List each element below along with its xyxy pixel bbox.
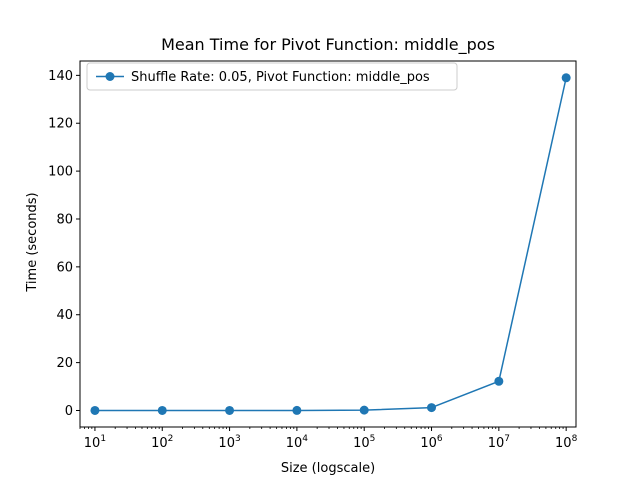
x-tick-label: 101: [84, 434, 106, 451]
y-axis-title: Time (seconds): [25, 192, 40, 292]
y-tick-label: 140: [48, 69, 73, 84]
y-tick-label: 40: [56, 308, 73, 323]
x-tick-label: 108: [555, 434, 578, 451]
y-tick-label: 20: [56, 356, 73, 371]
data-point: [359, 405, 369, 415]
y-tick-label: 80: [56, 212, 73, 227]
data-point: [427, 403, 437, 413]
x-tick-label: 102: [151, 434, 173, 451]
y-tick-label: 120: [48, 117, 73, 132]
data-point: [225, 405, 235, 415]
x-tick-label: 105: [353, 434, 375, 451]
x-tick-label: 104: [286, 434, 309, 451]
data-point: [90, 405, 100, 415]
data-point: [157, 405, 167, 415]
chart-title: Mean Time for Pivot Function: middle_pos: [161, 35, 495, 55]
data-point: [494, 376, 504, 386]
legend-marker: [105, 72, 115, 81]
legend: Shuffle Rate: 0.05, Pivot Function: midd…: [86, 62, 458, 91]
legend-frame: [86, 62, 458, 91]
x-axis-title: Size (logscale): [281, 461, 375, 476]
data-point: [561, 73, 571, 83]
x-tick-label: 106: [420, 434, 443, 451]
x-tick-label: 107: [488, 434, 510, 451]
data-point: [292, 405, 302, 415]
series-line: [94, 77, 567, 412]
y-tick-label: 60: [56, 260, 73, 275]
x-tick-label: 103: [218, 434, 240, 451]
y-tick-label: 100: [48, 165, 73, 180]
y-tick-label: 0: [65, 404, 73, 419]
plot-area: 0 20 40 60 80 100 120 140 101 102 103 104 105 106 107 1…: [48, 60, 578, 451]
legend-label: Shuffle Rate: 0.05, Pivot Function: midd…: [131, 70, 430, 85]
axes-frame: [79, 60, 577, 428]
